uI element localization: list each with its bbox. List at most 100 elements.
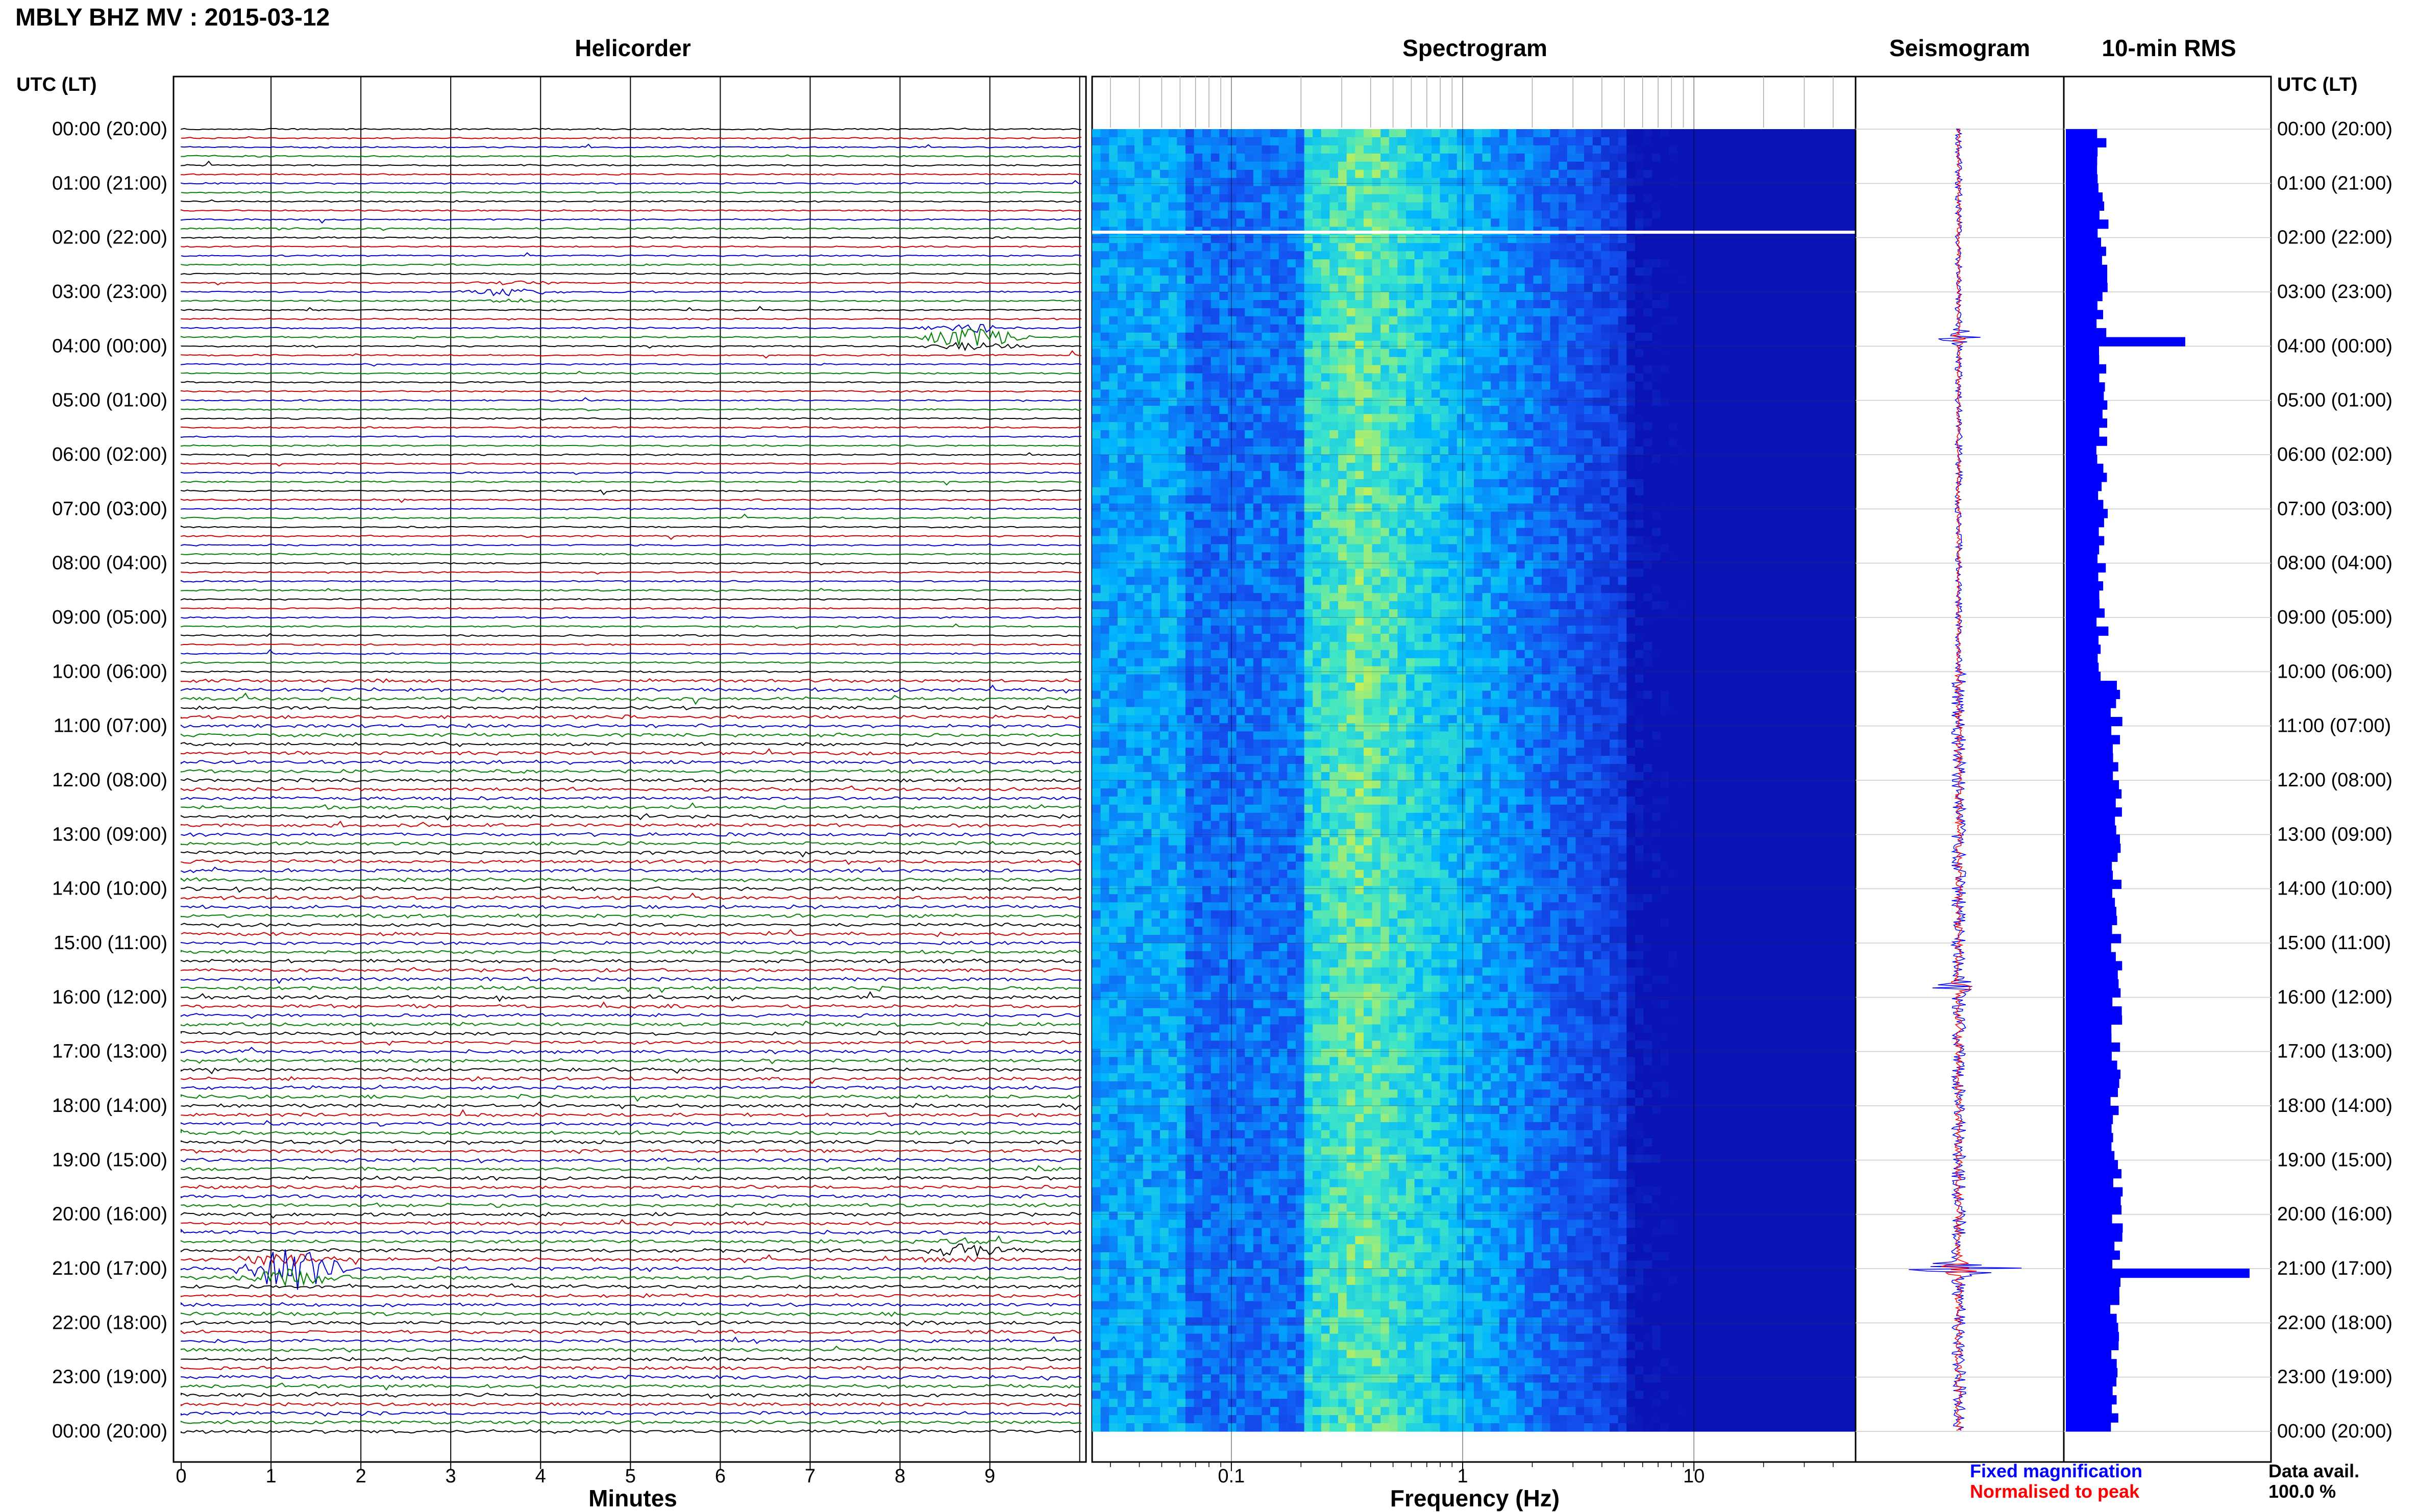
spectrogram-cell [1253,430,1262,439]
spectrogram-cell [1516,137,1525,146]
spectrogram-cell [1584,292,1593,301]
spectrogram-cell [1270,332,1279,341]
spectrogram-cell [1126,161,1135,170]
spectrogram-cell [1491,373,1500,382]
spectrogram-cell [1796,381,1805,390]
spectrogram-cell [1482,422,1491,431]
spectrogram-cell [1516,316,1525,325]
spectrogram-cell [1448,178,1458,187]
spectrogram-cell [1202,430,1212,439]
spectrogram-cell [1168,145,1177,154]
spectrogram-cell [1211,487,1220,496]
spectrogram-cell [1355,519,1364,529]
spectrogram-cell [1194,340,1203,350]
spectrogram-cell [1126,178,1135,187]
spectrogram-cell [1236,145,1245,154]
spectrogram-cell [1567,284,1576,292]
spectrogram-cell [1143,365,1152,374]
spectrogram-cell [1278,210,1288,219]
spectrogram-cell [1626,129,1636,138]
spectrogram-cell [1559,194,1568,203]
spectrogram-cell [1643,373,1652,382]
spectrogram-cell [1465,276,1474,284]
spectrogram-cell [1414,300,1423,309]
spectrogram-cell [1491,186,1500,195]
spectrogram-cell [1610,276,1619,284]
spectrogram-cell [1813,398,1822,406]
spectrogram-cell [1100,243,1109,252]
spectrogram-cell [1431,308,1441,317]
spectrogram-cell [1465,178,1474,187]
spectrogram-cell [1253,528,1262,537]
spectrogram-cell [1524,300,1534,309]
spectrogram-cell [1779,235,1788,243]
spectrogram-cell [1219,284,1228,292]
spectrogram-cell [1660,259,1669,268]
spectrogram-cell [1618,129,1627,138]
spectrogram-cell [1355,332,1364,341]
spectrogram-cell [1389,178,1398,187]
spectrogram-cell [1533,357,1542,366]
spectrogram-cell [1754,251,1763,260]
spectrogram-cell [1821,479,1831,488]
spectrogram-cell [1838,536,1847,545]
spectrogram-cell [1168,487,1177,496]
spectrogram-cell [1550,462,1559,472]
spectrogram-cell [1228,153,1237,162]
spectrogram-cell [1491,194,1500,203]
spectrogram-cell [1702,519,1712,529]
spectrogram-cell [1295,251,1305,260]
spectrogram-cell [1372,422,1381,431]
spectrogram-cell [1338,365,1347,374]
spectrogram-cell [1219,519,1228,529]
spectrogram-cell [1575,455,1585,463]
spectrogram-cell [1847,349,1856,358]
spectrogram-cell [1194,276,1203,284]
spectrogram-cell [1372,194,1381,203]
spectrogram-cell [1245,357,1254,366]
spectrogram-cell [1482,519,1491,529]
spectrogram-cell [1109,398,1118,406]
helicorder-trace [181,684,1081,694]
spectrogram-cell [1694,398,1704,406]
spectrogram-cell [1194,235,1203,243]
spectrogram-cell [1262,161,1271,170]
spectrogram-cell [1228,300,1237,309]
spectrogram-cell [1168,536,1177,545]
spectrogram-cell [1143,511,1152,520]
spectrogram-cell [1287,398,1296,406]
spectrogram-cell [1177,243,1186,252]
spectrogram-cell [1245,292,1254,301]
spectrogram-cell [1669,210,1678,219]
spectrogram-cell [1737,153,1746,162]
spectrogram-cell [1745,430,1755,439]
spectrogram-cell [1313,560,1322,569]
spectrogram-cell [1626,349,1636,358]
spectrogram-cell [1431,528,1441,537]
spectrogram-cell [1821,544,1831,553]
spectrogram-cell [1779,430,1788,439]
spectrogram-cell [1431,349,1441,358]
spectrogram-cell [1245,470,1254,480]
spectrogram-cell [1194,365,1203,374]
spectrogram-cell [1117,332,1127,341]
spectrogram-cell [1236,210,1245,219]
spectrogram-cell [1567,145,1576,154]
spectrogram-cell [1440,202,1449,211]
spectrogram-cell [1372,536,1381,545]
spectrogram-cell [1559,284,1568,292]
spectrogram-cell [1754,324,1763,333]
spectrogram-cell [1397,398,1406,406]
spectrogram-cell [1245,536,1254,545]
helicorder-trace [181,785,1082,792]
helicorder-trace [181,1345,1082,1353]
spectrogram-cell [1805,462,1814,472]
spectrogram-cell [1414,365,1423,374]
spectrogram-cell [1779,406,1788,414]
spectrogram-cell [1796,210,1805,219]
spectrogram-cell [1770,161,1780,170]
spectrogram-cell [1414,389,1423,398]
spectrogram-cell [1321,455,1330,463]
spectrogram-cell [1720,145,1729,154]
spectrogram-cell [1270,373,1279,382]
